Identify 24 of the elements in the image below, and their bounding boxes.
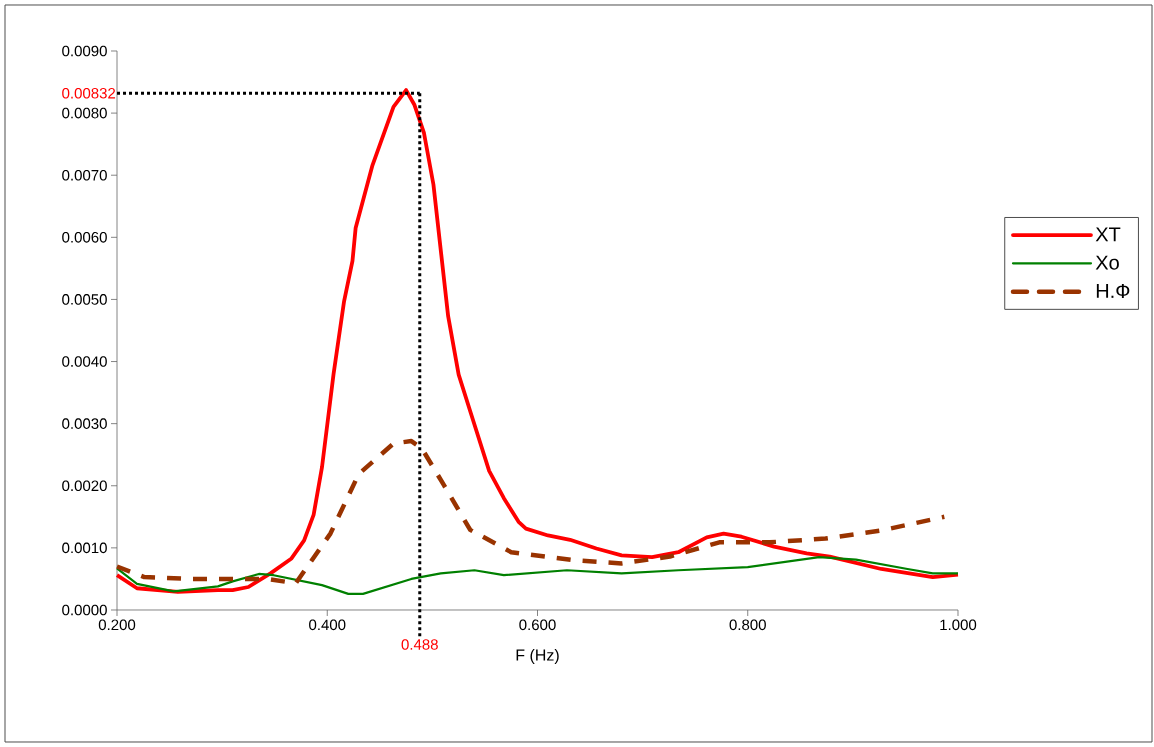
y-tick-label: 0.0080 xyxy=(62,107,107,119)
legend-label: Н.Ф xyxy=(1096,284,1130,298)
y-tick-label: 0.0060 xyxy=(62,232,107,243)
ref-line-label: 0.488 xyxy=(401,639,438,650)
x-tick-label: 0.800 xyxy=(729,619,766,631)
y-tick-label: 0.0030 xyxy=(62,418,107,429)
y-tick-label: 0.0070 xyxy=(62,169,107,181)
y-tick-label: 0.0020 xyxy=(62,480,107,492)
y-tick-label: 0.0000 xyxy=(62,604,107,616)
y-tick-label: 0.0050 xyxy=(62,294,107,305)
x-tick-label: 0.600 xyxy=(519,619,556,631)
y-tick-label: 0.0090 xyxy=(62,45,107,57)
y-tick-label: 0.0040 xyxy=(62,356,107,367)
x-tick-label: 1.000 xyxy=(940,619,977,631)
line-series xyxy=(115,556,960,595)
x-axis-title: F (Hz) xyxy=(516,649,559,664)
legend-label: XT xyxy=(1095,227,1121,242)
x-tick-label: 0.400 xyxy=(309,619,346,631)
ref-line-label: 0.00832 xyxy=(62,87,116,99)
x-tick-label: 0.200 xyxy=(98,619,136,631)
legend-label: Xo xyxy=(1095,255,1119,270)
y-tick-label: 0.0010 xyxy=(62,542,107,554)
line-series xyxy=(114,438,947,586)
line-series xyxy=(115,88,960,594)
